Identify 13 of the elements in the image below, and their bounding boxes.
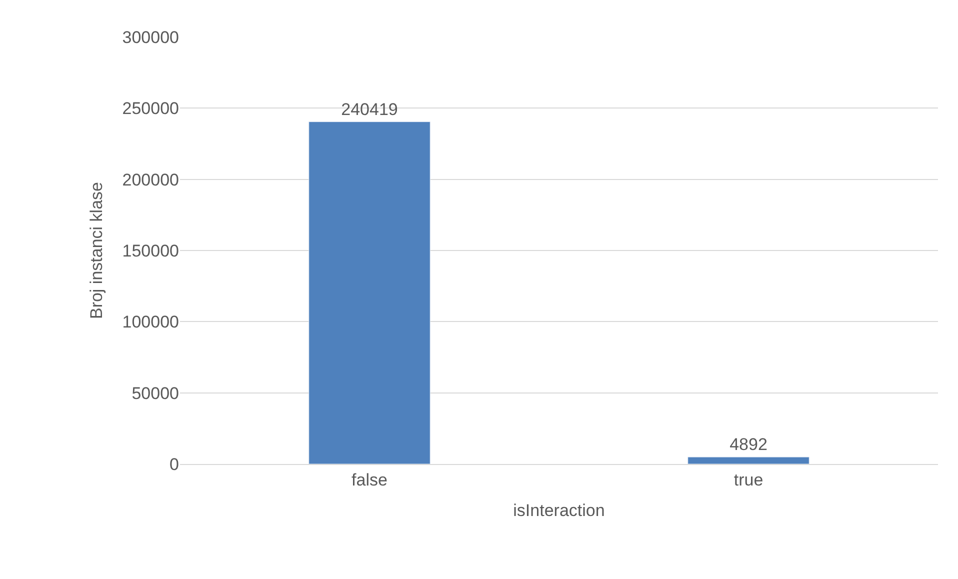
data-label: 4892 — [730, 435, 768, 454]
y-tick-label: 200000 — [122, 170, 179, 190]
x-tick-label: false — [352, 470, 388, 490]
y-tick-label: 150000 — [122, 241, 179, 260]
data-label: 240419 — [341, 100, 398, 119]
y-tick-label: 300000 — [122, 28, 179, 47]
y-tick-label: 100000 — [122, 312, 179, 332]
x-axis-title: isInteraction — [513, 500, 605, 520]
y-tick-label: 50000 — [132, 384, 179, 403]
y-tick-label: 0 — [170, 454, 179, 474]
y-axis-title: Broj instanci klase — [86, 182, 106, 320]
x-tick-label: true — [734, 470, 764, 490]
y-tick-label: 250000 — [122, 99, 179, 118]
